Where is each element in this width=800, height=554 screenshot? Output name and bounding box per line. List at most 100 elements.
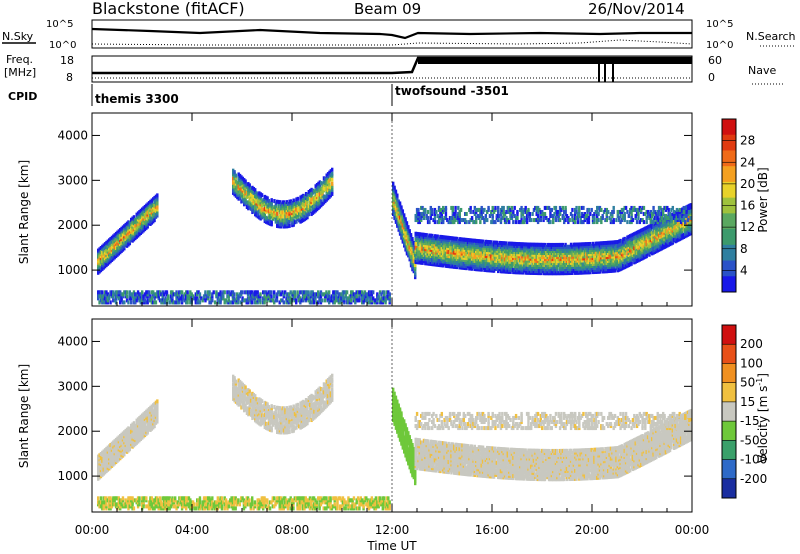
echo-cell bbox=[673, 231, 676, 236]
echo-cell bbox=[98, 290, 101, 295]
echo-cell bbox=[114, 239, 118, 244]
echo-cell bbox=[145, 300, 148, 305]
echo-cell bbox=[503, 255, 507, 260]
echo-cell bbox=[123, 236, 126, 241]
echo-cell bbox=[561, 252, 565, 257]
echo-cell bbox=[328, 290, 331, 295]
echo-cell bbox=[429, 233, 433, 238]
echo-cell bbox=[569, 268, 573, 273]
echo-cell bbox=[326, 188, 330, 193]
echo-cell bbox=[501, 247, 504, 252]
echo-cell bbox=[293, 208, 297, 213]
echo-cell bbox=[558, 242, 562, 247]
echo-cell bbox=[563, 254, 566, 259]
echo-cell bbox=[497, 263, 500, 268]
echo-cell bbox=[605, 248, 609, 253]
echo-cell bbox=[534, 262, 537, 267]
echo-cell bbox=[630, 239, 633, 244]
echo-cell bbox=[640, 240, 643, 245]
echo-cell bbox=[655, 235, 658, 240]
echo-cell bbox=[146, 204, 149, 209]
echo-cell bbox=[281, 218, 284, 223]
echo-cell bbox=[472, 246, 475, 251]
echo-cell bbox=[229, 292, 232, 297]
echo-cell bbox=[248, 187, 251, 192]
echo-cell bbox=[472, 254, 475, 259]
echo-cell bbox=[530, 252, 533, 257]
echo-cell bbox=[282, 202, 286, 207]
echo-cell bbox=[233, 188, 236, 193]
echo-cell bbox=[252, 195, 256, 200]
echo-cell bbox=[657, 223, 661, 228]
echo-cell bbox=[319, 298, 323, 303]
echo-cell bbox=[143, 206, 147, 211]
echo-cell bbox=[117, 296, 121, 301]
echo-cell bbox=[356, 298, 360, 303]
echo-cell bbox=[448, 242, 452, 247]
echo-cell bbox=[128, 227, 132, 232]
echo-cell bbox=[145, 294, 148, 299]
echo-cell bbox=[352, 296, 356, 301]
echo-cell bbox=[508, 241, 511, 246]
echo-cell bbox=[152, 290, 155, 295]
echo-cell bbox=[417, 211, 420, 216]
echo-cell bbox=[558, 259, 562, 264]
echo-cell bbox=[498, 265, 501, 270]
echo-cell bbox=[660, 226, 664, 231]
echo-cell bbox=[510, 241, 514, 246]
echo-cell bbox=[374, 300, 378, 305]
echo-cell bbox=[433, 252, 437, 257]
echo-cell bbox=[436, 256, 439, 261]
echo-cell bbox=[147, 219, 151, 224]
echo-cell bbox=[442, 259, 445, 264]
echo-cell bbox=[455, 248, 459, 253]
echo-cell bbox=[481, 207, 485, 212]
echo-cell bbox=[527, 260, 530, 265]
echo-cell bbox=[408, 251, 411, 256]
echo-cell bbox=[686, 226, 690, 231]
echo-cell bbox=[103, 242, 107, 247]
echo-cell bbox=[418, 236, 422, 241]
echo-cell bbox=[601, 261, 604, 266]
echo-cell bbox=[269, 207, 272, 212]
echo-cell bbox=[596, 243, 599, 248]
echo-cell bbox=[604, 255, 607, 260]
echo-cell bbox=[503, 251, 507, 256]
echo-cell bbox=[549, 255, 552, 260]
echo-cell bbox=[648, 224, 651, 229]
echo-cell bbox=[255, 290, 258, 295]
echo-cell bbox=[538, 269, 541, 274]
echo-cell bbox=[631, 255, 635, 260]
echo-cell bbox=[98, 255, 101, 260]
echo-cell bbox=[299, 203, 302, 208]
echo-cell bbox=[319, 294, 323, 299]
echo-cell bbox=[490, 260, 493, 265]
echo-cell bbox=[313, 209, 316, 214]
echo-cell bbox=[461, 261, 464, 266]
echo-cell bbox=[417, 248, 420, 253]
echo-cell bbox=[361, 292, 364, 297]
echo-cell bbox=[243, 202, 246, 207]
echo-cell bbox=[473, 254, 477, 259]
echo-cell bbox=[256, 206, 260, 211]
echo-cell bbox=[490, 264, 493, 269]
echo-cell bbox=[667, 242, 670, 247]
echo-cell bbox=[558, 255, 562, 260]
echo-cell bbox=[326, 292, 330, 297]
echo-cell bbox=[453, 238, 456, 243]
echo-cell bbox=[475, 263, 478, 268]
echo-cell bbox=[671, 220, 675, 225]
echo-cell bbox=[156, 211, 159, 216]
echo-cell bbox=[613, 250, 617, 255]
echo-cell bbox=[455, 216, 459, 221]
echo-cell bbox=[481, 239, 485, 244]
echo-cell bbox=[531, 250, 534, 255]
echo-cell bbox=[652, 242, 655, 247]
echo-cell bbox=[589, 262, 592, 267]
echo-cell bbox=[420, 252, 423, 257]
echo-cell bbox=[245, 194, 249, 199]
echo-cell bbox=[611, 262, 614, 267]
echo-cell bbox=[431, 237, 434, 242]
echo-cell bbox=[648, 246, 651, 251]
echo-cell bbox=[502, 267, 505, 272]
